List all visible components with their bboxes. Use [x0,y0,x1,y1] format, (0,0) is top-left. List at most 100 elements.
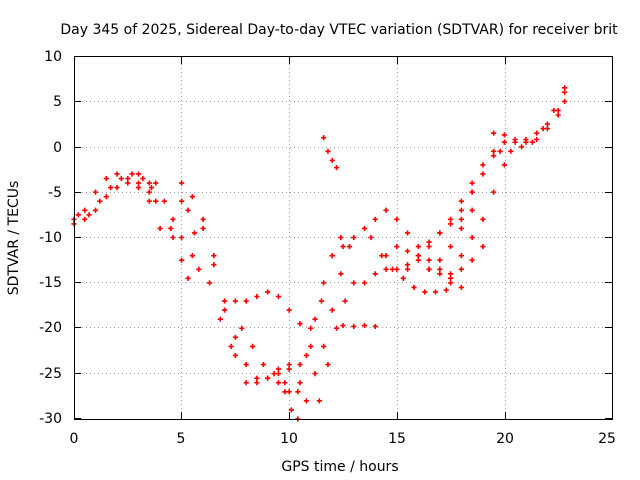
data-point [437,266,443,272]
data-point [243,380,249,386]
data-point [148,184,155,191]
data-point [243,298,249,304]
data-point [426,257,432,263]
data-point [529,139,535,145]
data-point [383,207,389,213]
data-point [508,148,514,154]
data-point [501,132,507,138]
data-point [443,287,449,293]
data-point [394,216,400,222]
data-point [135,180,142,186]
data-point [286,361,292,368]
data-point [135,171,142,177]
data-point [448,275,454,281]
data-points [71,85,568,422]
data-point [491,153,497,159]
data-point [308,325,314,331]
data-point [189,253,195,259]
data-point [321,280,327,286]
data-point [404,262,411,268]
data-point [125,180,131,186]
data-point [295,389,301,395]
data-point [480,171,486,177]
data-point [140,175,146,182]
data-point [368,234,374,241]
data-point [82,216,88,222]
data-point [534,136,540,143]
data-point [185,207,191,213]
data-point [312,371,318,377]
y-tick-label: 5 [53,94,62,110]
data-point [206,280,213,286]
data-point [146,180,152,186]
data-point [325,148,331,154]
x-axis-label: GPS time / hours [281,459,398,475]
data-point [179,257,185,263]
data-point [512,136,518,143]
data-point [86,212,92,218]
data-point [501,162,507,168]
data-point [135,184,142,191]
data-point [325,361,331,368]
data-point [469,257,475,263]
data-point [448,243,454,250]
data-point [114,184,120,191]
data-point [189,194,195,200]
data-point [232,298,238,304]
data-point [404,230,411,236]
data-point [426,266,432,272]
data-point [519,144,525,150]
data-point [491,189,497,195]
data-point [394,266,400,272]
data-point [222,307,228,313]
data-point [469,207,475,213]
data-point [333,325,340,331]
y-tick-label: -25 [39,366,62,382]
data-point [458,253,464,259]
data-point [75,212,81,218]
data-point [562,89,568,95]
data-point [308,343,314,349]
data-point [372,216,378,222]
data-point [458,266,464,272]
data-point [153,180,159,186]
data-point [437,230,443,236]
data-point [316,398,322,404]
data-point [491,130,497,136]
data-point [185,275,191,281]
data-point [318,298,325,304]
x-tick-label: 0 [70,431,79,447]
y-tick-label: -5 [48,185,62,201]
data-point [321,343,327,349]
data-point [411,284,417,291]
data-point [555,112,561,118]
data-point [288,407,294,413]
chart-title: Day 345 of 2025, Sidereal Day-to-day VTE… [60,22,618,38]
data-point [448,271,454,277]
y-tick-label: -10 [39,230,62,246]
data-point [129,171,135,177]
data-point [286,307,292,313]
x-tick-label: 25 [598,431,616,447]
data-point [351,280,357,286]
x-tick-label: 10 [280,431,298,447]
data-point [458,198,464,204]
y-tick-label: 0 [53,140,62,156]
data-point [103,175,109,182]
data-point [191,230,198,236]
data-point [275,366,282,372]
data-point [329,307,335,313]
x-axis: 0 5 10 15 20 25 GPS time / hours [70,57,616,475]
data-point [448,216,454,222]
data-point [404,248,411,254]
data-point [217,316,223,322]
data-point [179,180,185,186]
data-point [146,198,152,204]
data-point [297,380,303,386]
data-point [448,221,454,227]
data-point [497,148,503,154]
data-point [379,253,385,259]
data-point [303,398,310,404]
data-point [351,234,357,241]
data-point [228,343,234,349]
